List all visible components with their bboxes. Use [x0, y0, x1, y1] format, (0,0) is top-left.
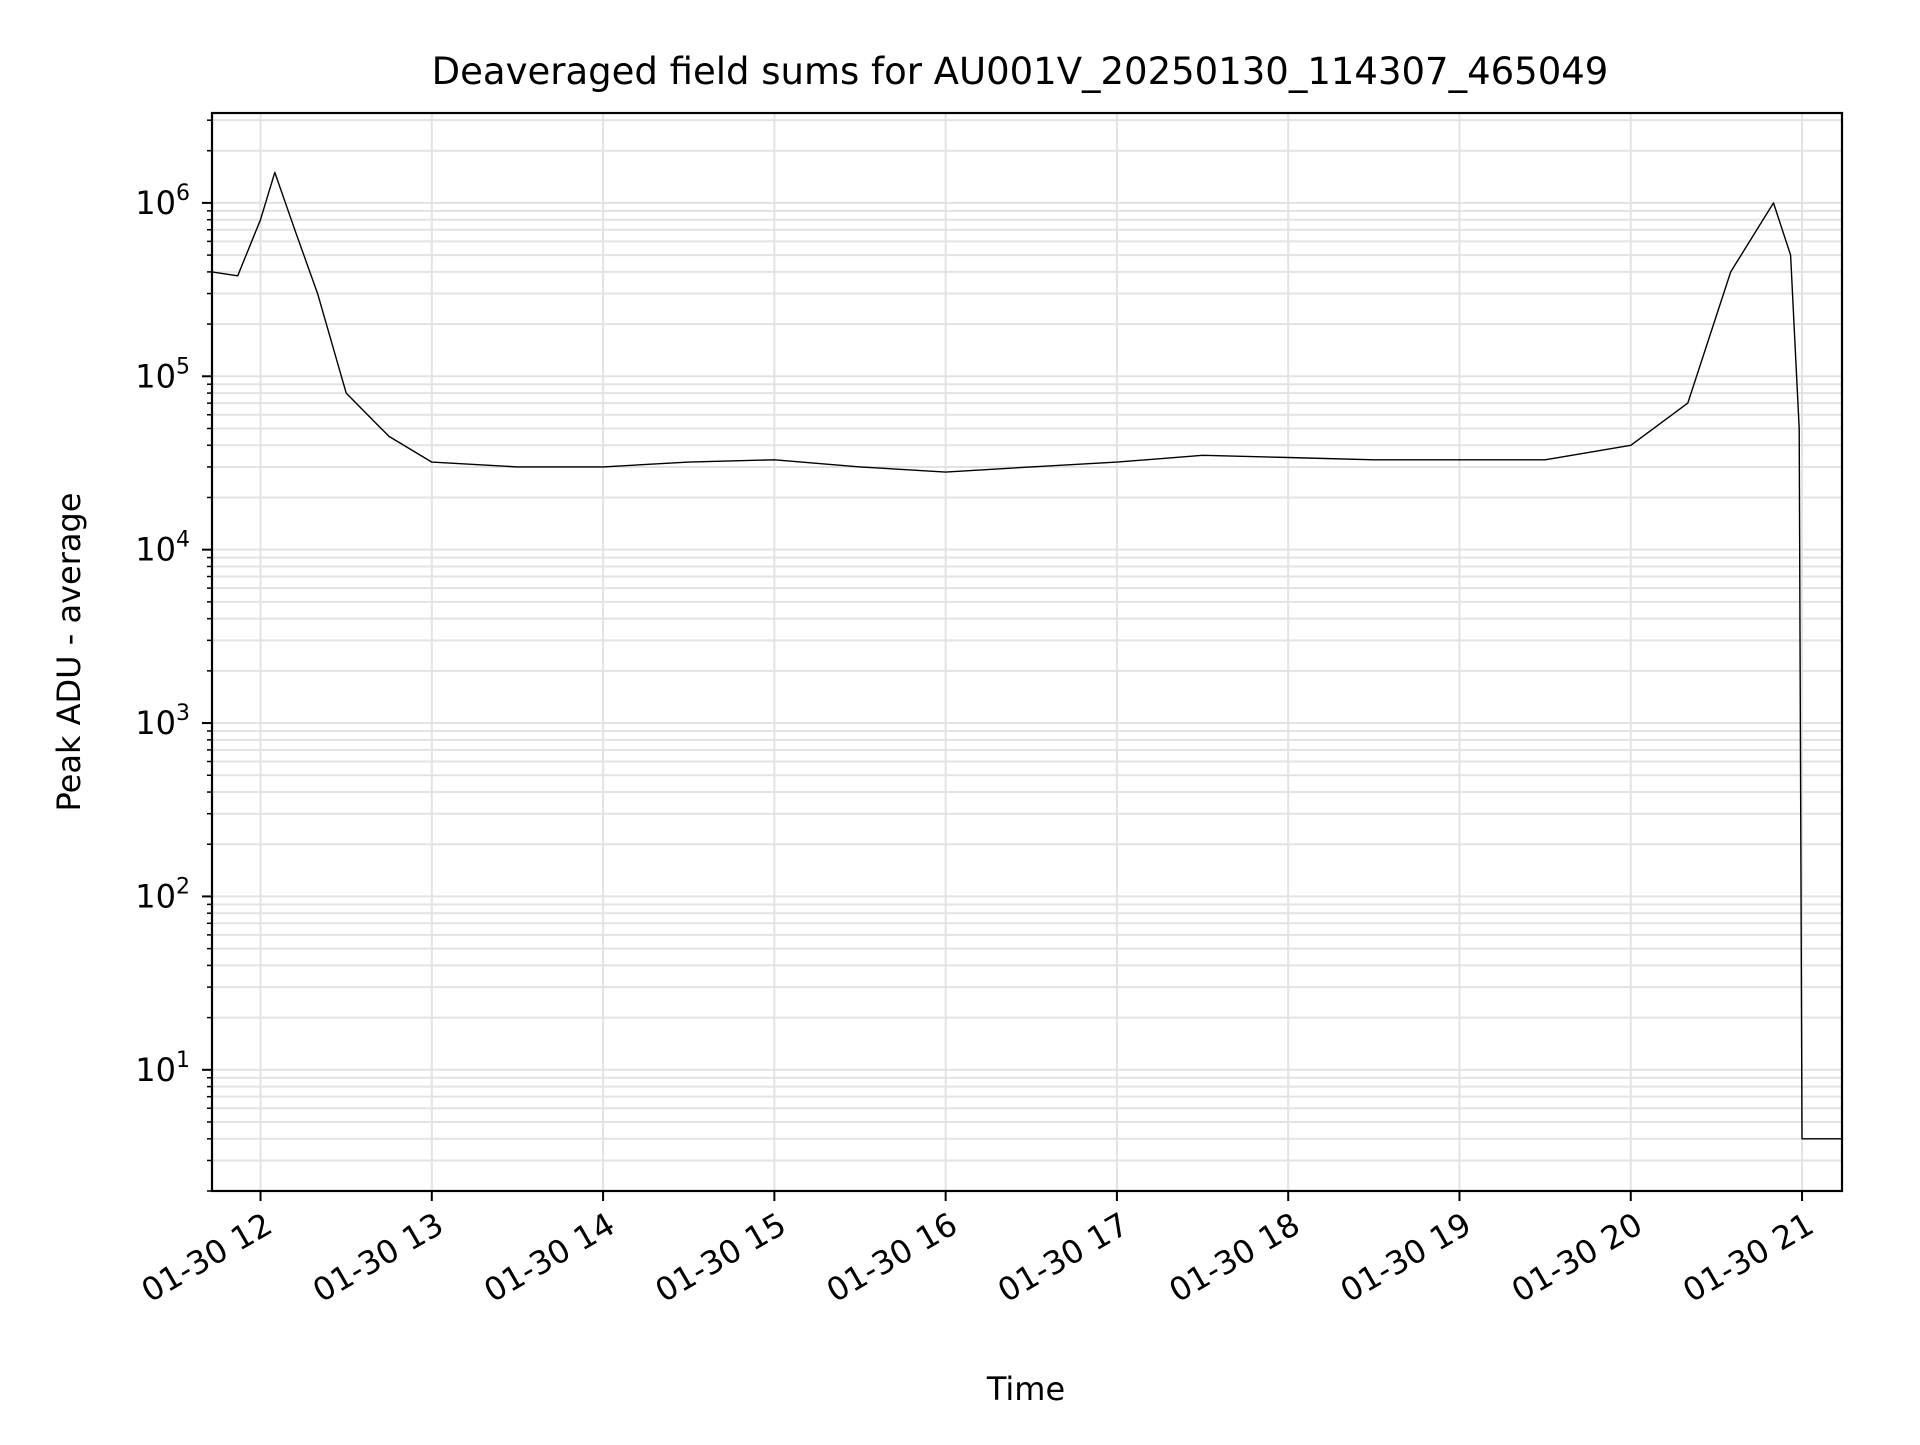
- y-tick-label: 103: [135, 701, 190, 742]
- y-tick-label: 104: [135, 528, 190, 569]
- series-line-0: [211, 171, 1842, 1140]
- y-tick-label: 106: [135, 181, 190, 222]
- x-axis-label: Time: [986, 1370, 1065, 1408]
- y-tick-label: 105: [135, 354, 190, 395]
- y-tick-label: 101: [135, 1048, 190, 1089]
- chart-title: Deaveraged field sums for AU001V_2025013…: [432, 50, 1609, 93]
- y-tick-label: 102: [135, 874, 190, 915]
- y-tick-labels: 101 102 103 104 105 106: [135, 181, 190, 1089]
- data-layer: [211, 171, 1842, 1140]
- y-axis-label: Peak ADU - average: [50, 493, 88, 812]
- tick-marks: [202, 119, 1804, 1201]
- plot-frame: [210, 111, 1844, 1193]
